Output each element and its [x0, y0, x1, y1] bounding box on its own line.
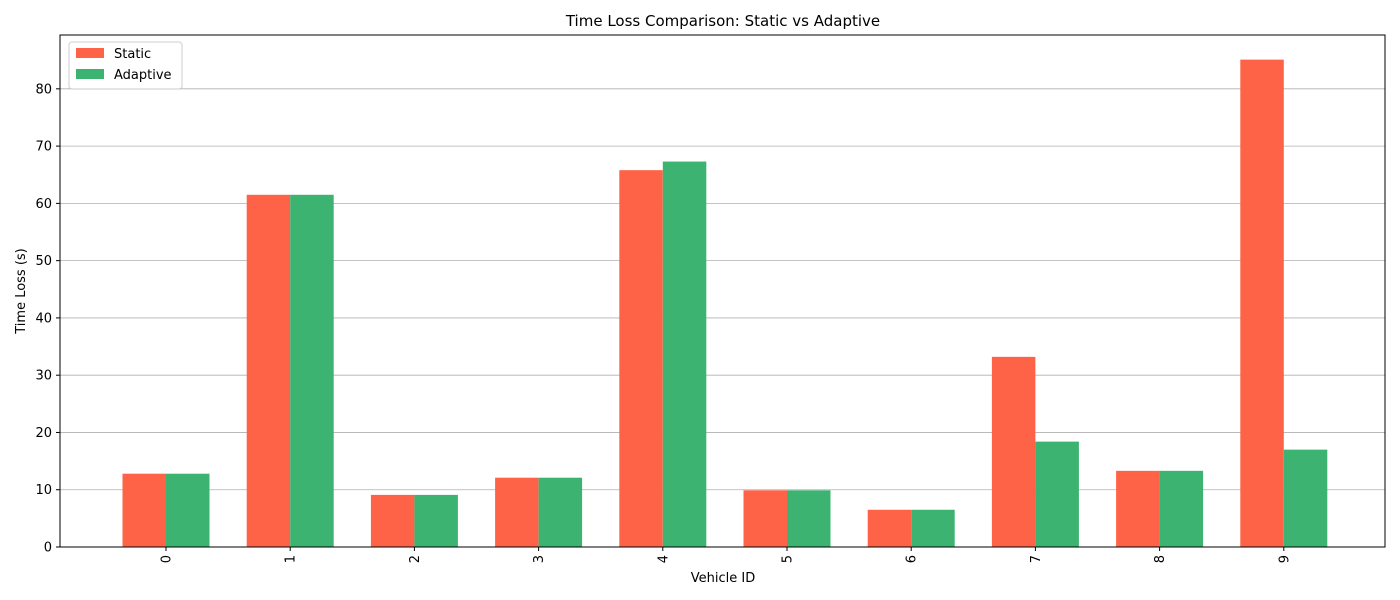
bar-static-3: [495, 477, 539, 547]
bar-static-2: [370, 494, 415, 547]
legend-swatch-static: [76, 48, 104, 58]
x-tick-label-5: 5: [781, 555, 796, 563]
x-tick-label-6: 6: [905, 555, 920, 563]
y-tick-label-70: 70: [35, 140, 52, 155]
y-tick-label-30: 30: [35, 369, 52, 384]
bar-adaptive-2: [414, 494, 458, 547]
x-tick-label-7: 7: [1029, 555, 1044, 563]
x-tick-label-4: 4: [656, 555, 671, 563]
y-tick-label-60: 60: [35, 197, 52, 212]
x-tick-label-0: 0: [160, 555, 175, 563]
bar-adaptive-8: [1159, 470, 1204, 547]
bar-adaptive-3: [538, 477, 583, 547]
x-axis: 0 1 2 3 4 5 6 7 8 9: [160, 547, 1292, 563]
chart-title: Time Loss Comparison: Static vs Adaptive: [565, 12, 880, 30]
bar-static-0: [122, 473, 166, 547]
bar-adaptive-0: [166, 473, 210, 547]
y-tick-label-20: 20: [35, 426, 52, 441]
bar-adaptive-4: [662, 161, 707, 547]
x-tick-label-3: 3: [532, 555, 547, 563]
y-tick-label-40: 40: [35, 311, 52, 326]
bar-adaptive-6: [911, 509, 955, 547]
legend: Static Adaptive: [68, 41, 183, 90]
x-tick-label-9: 9: [1277, 555, 1292, 563]
x-tick-label-8: 8: [1153, 555, 1168, 563]
x-tick-label-1: 1: [284, 555, 299, 563]
bar-static-4: [619, 170, 663, 547]
bars: [122, 59, 1328, 548]
x-axis-label: Vehicle ID: [691, 571, 755, 586]
y-tick-label-50: 50: [35, 254, 52, 269]
x-tick-label-2: 2: [408, 555, 423, 563]
bar-static-1: [246, 194, 291, 548]
legend-label-adaptive: Adaptive: [114, 68, 172, 83]
legend-label-static: Static: [114, 47, 151, 62]
y-axis-label: Time Loss (s): [14, 248, 29, 335]
bar-adaptive-1: [290, 194, 334, 548]
y-tick-label-80: 80: [35, 82, 52, 97]
bar-adaptive-5: [787, 490, 831, 547]
legend-swatch-adaptive: [76, 69, 104, 79]
y-tick-label-10: 10: [35, 483, 52, 498]
y-tick-label-0: 0: [44, 541, 52, 556]
bar-static-5: [743, 490, 787, 547]
bar-static-8: [1116, 470, 1160, 547]
bar-adaptive-9: [1283, 449, 1328, 547]
plot-frame: [59, 34, 1386, 548]
bar-static-6: [867, 509, 912, 547]
bar-static-9: [1240, 59, 1284, 547]
y-axis: 0 10 20 30 40 50 60 70 80: [35, 82, 60, 556]
bar-adaptive-7: [1035, 441, 1079, 547]
bar-static-7: [991, 356, 1036, 547]
